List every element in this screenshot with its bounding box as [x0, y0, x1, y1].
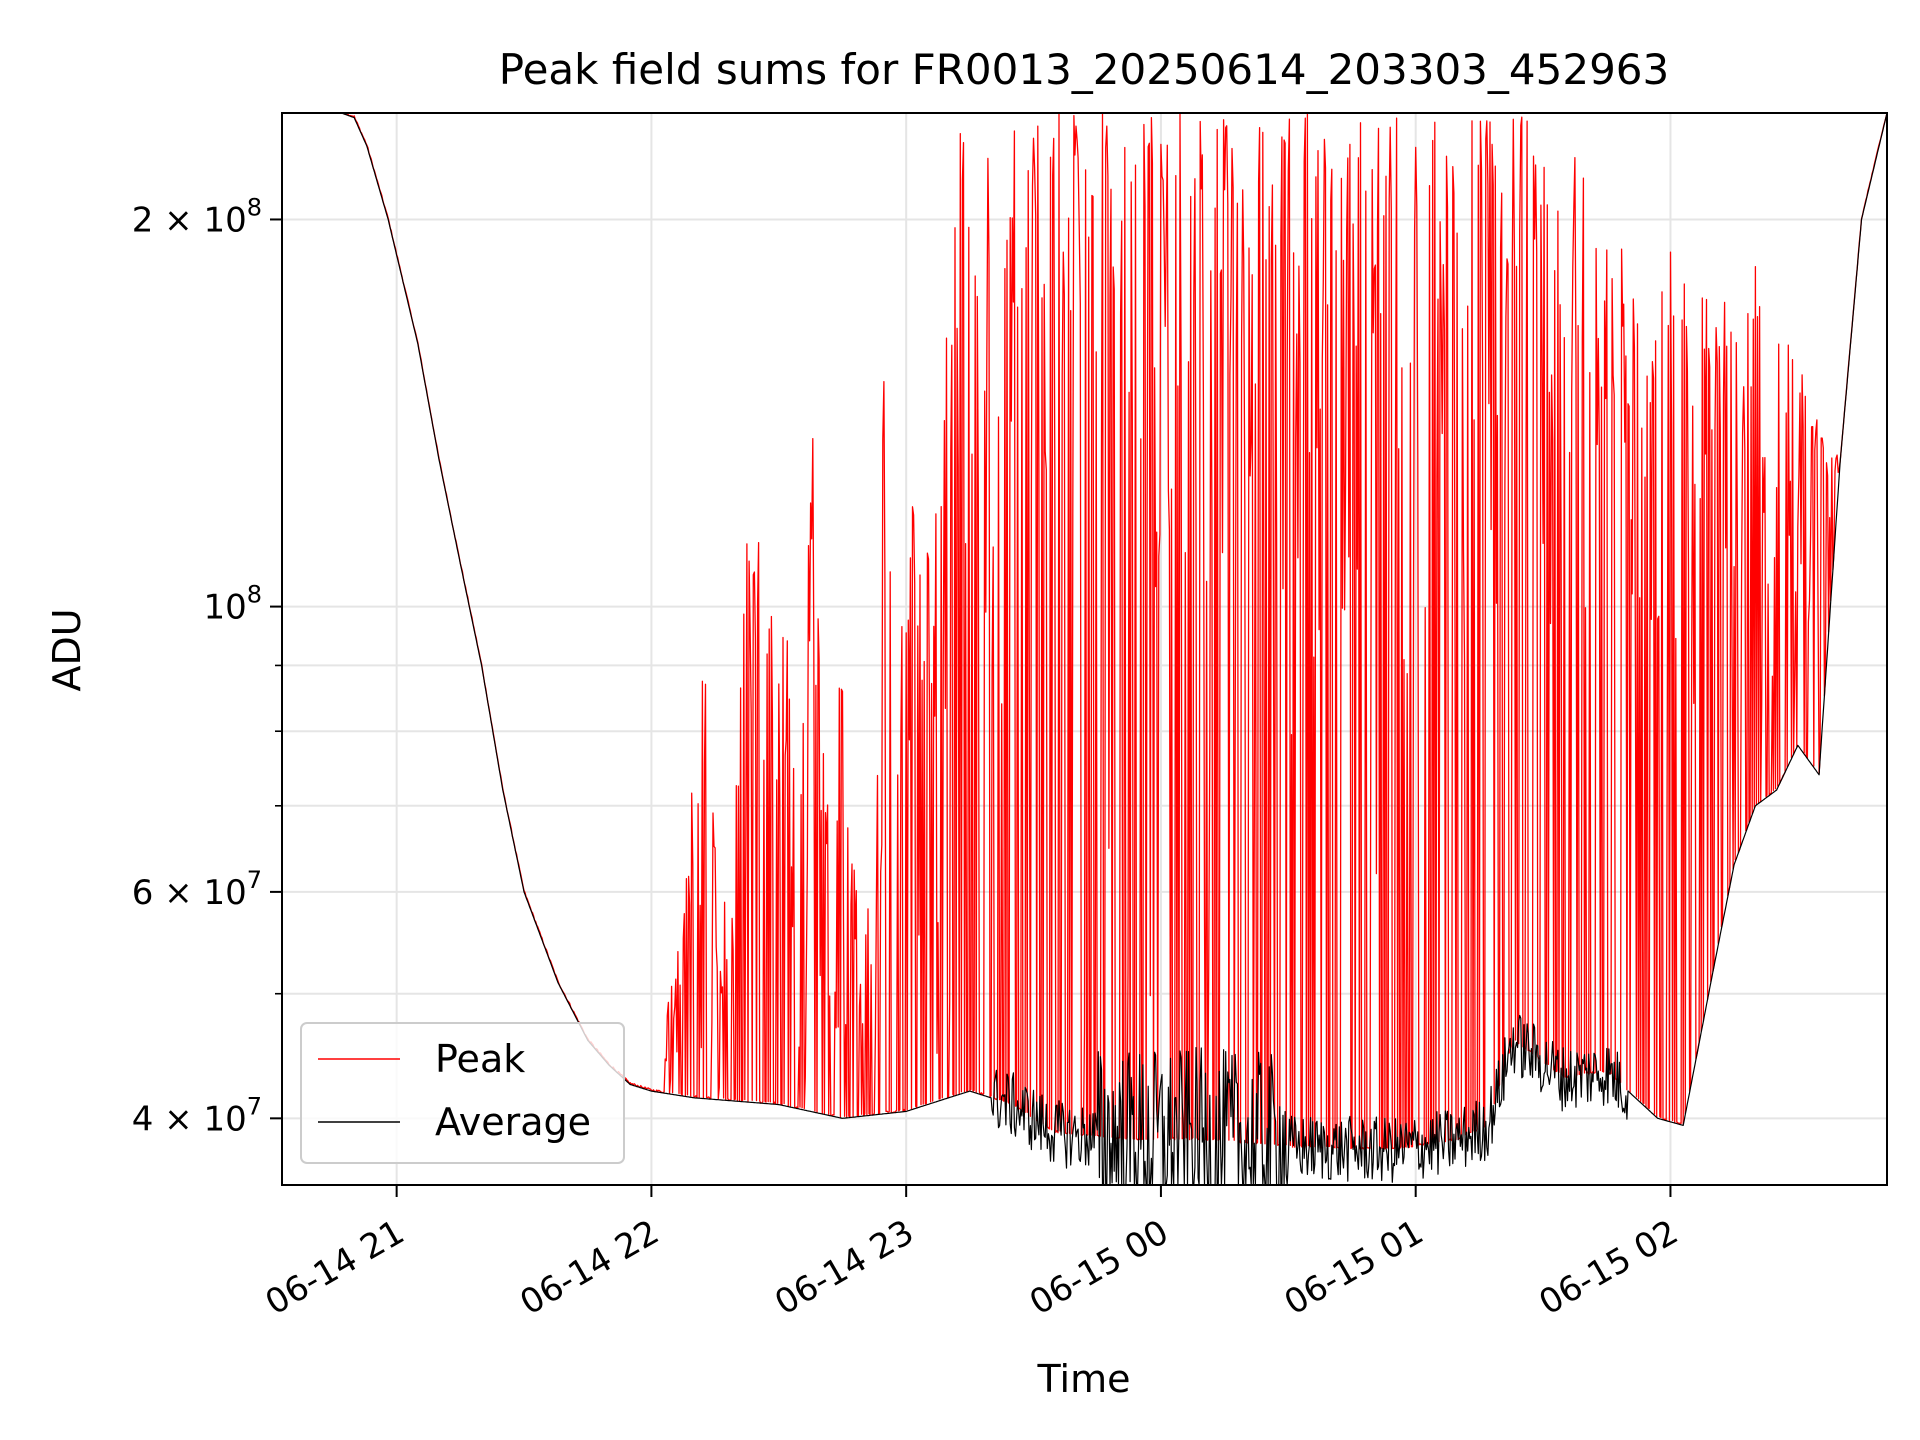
average-series-line [282, 112, 1888, 1186]
y-tick-label: 4 × 107 [132, 1092, 262, 1139]
average-series-layer [281, 112, 1888, 1186]
y-tick-label: 2 × 108 [132, 193, 262, 240]
plot-frame [281, 112, 1888, 1186]
legend-peak-label: Peak [435, 1037, 525, 1081]
x-axis-label: Time [1037, 1357, 1131, 1401]
legend-average-label: Average [435, 1100, 591, 1144]
chart-title: Peak field sums for FR0013_20250614_2033… [499, 45, 1669, 94]
legend: Peak Average [300, 1022, 625, 1164]
y-axis-label: ADU [45, 608, 89, 691]
y-tick-label: 108 [203, 581, 262, 628]
y-tick-label: 6 × 107 [132, 866, 262, 913]
legend-box [300, 1022, 625, 1164]
